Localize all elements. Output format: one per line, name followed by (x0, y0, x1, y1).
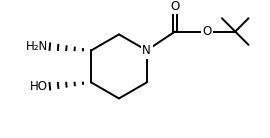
Text: HO: HO (30, 80, 48, 93)
Text: O: O (170, 0, 180, 13)
Text: N: N (142, 44, 151, 57)
Text: H₂N: H₂N (26, 40, 48, 53)
Text: O: O (202, 25, 212, 38)
